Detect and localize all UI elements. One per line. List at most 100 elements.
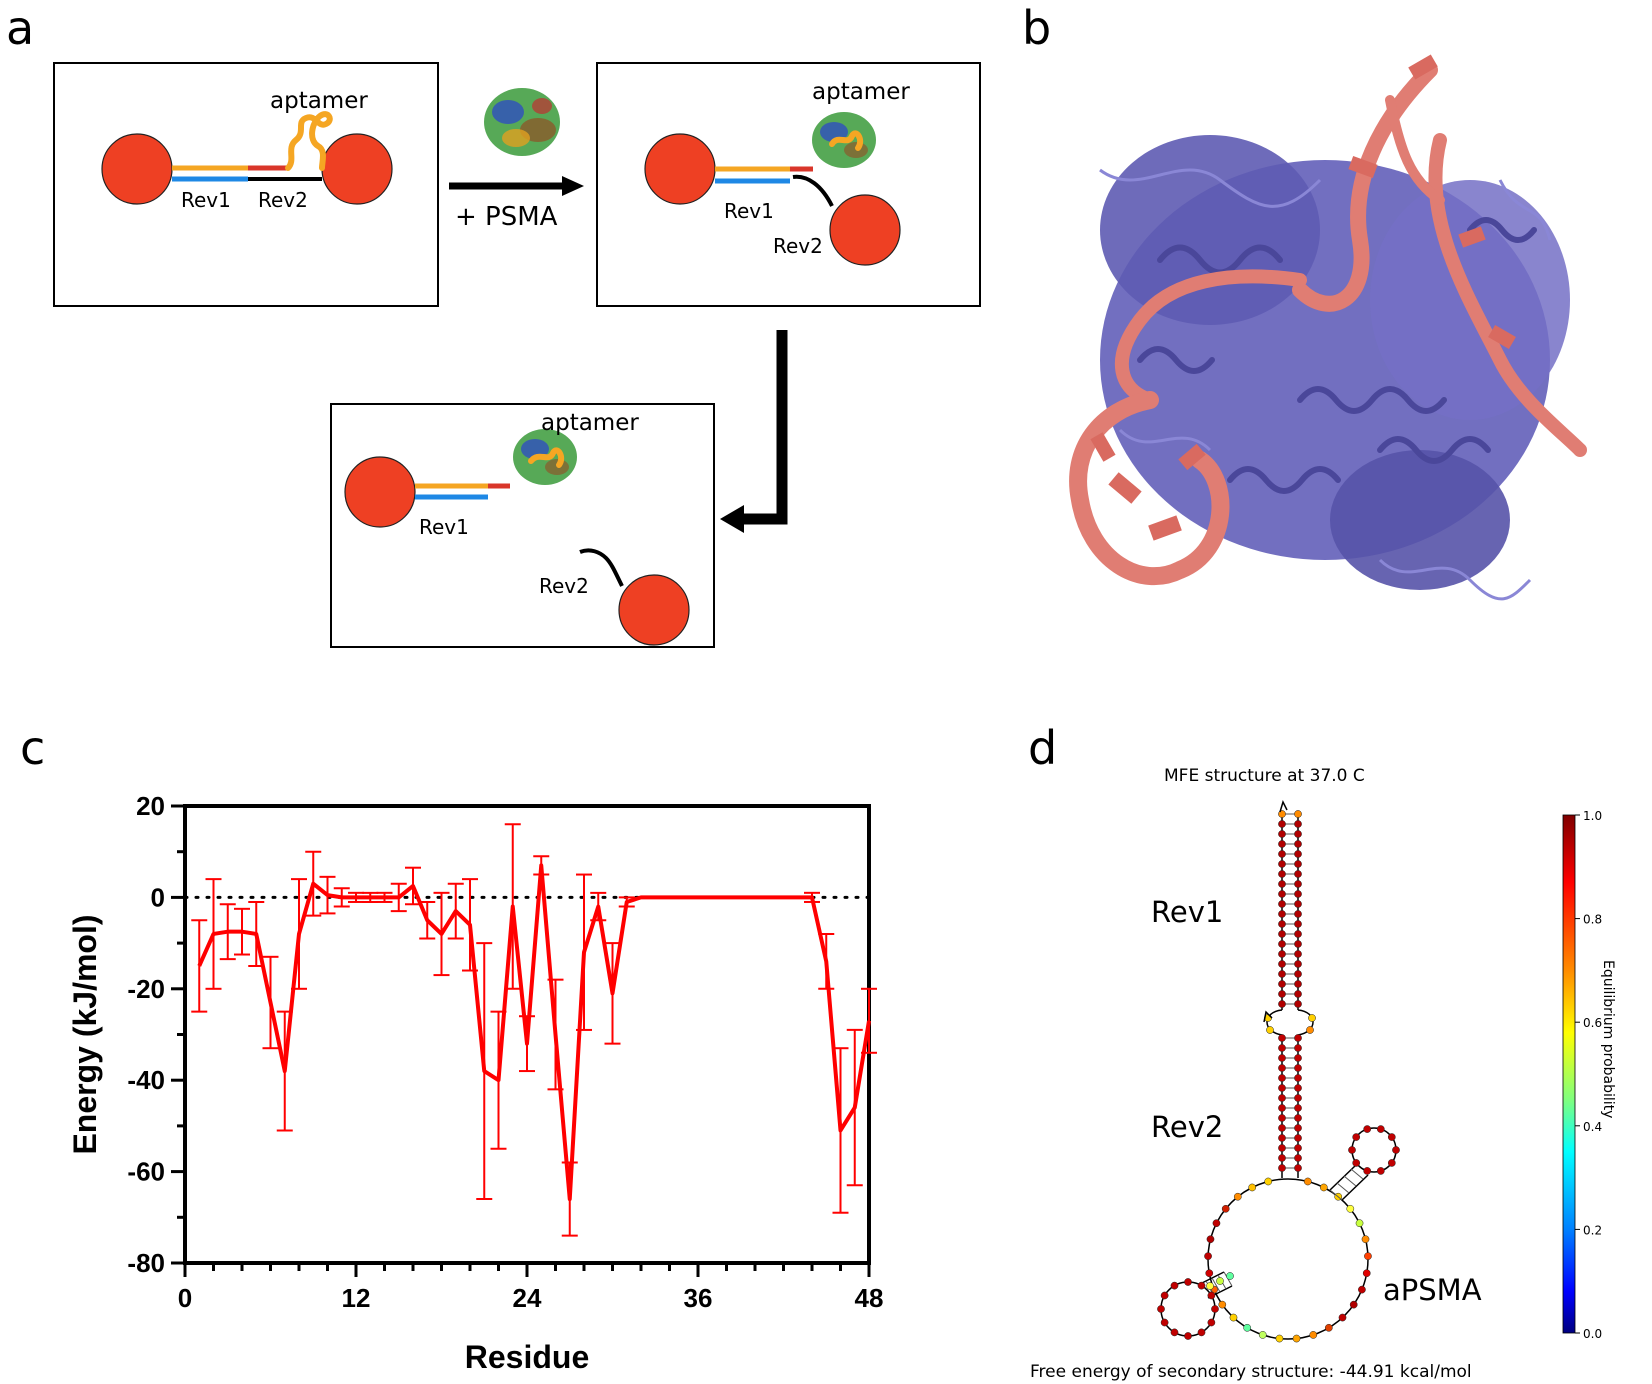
nucleotide: [1364, 1252, 1372, 1260]
nucleotide: [1363, 1167, 1372, 1175]
nucleotide: [1184, 1278, 1192, 1286]
nucleotide: [1294, 1104, 1302, 1112]
nucleotide: [1294, 870, 1302, 878]
nucleotide: [1294, 1034, 1302, 1042]
nucleotide: [1211, 1305, 1219, 1313]
nucleotide: [1278, 1144, 1286, 1152]
nucleotide: [1294, 810, 1302, 818]
nucleotide: [1170, 1281, 1179, 1290]
nucleotide: [1278, 810, 1286, 818]
rev2-label: Rev2: [773, 234, 823, 258]
panel-a-box-bound: aptamer Rev1 Rev2: [596, 62, 981, 307]
nucleotide: [1278, 850, 1286, 858]
bead-left: [101, 133, 173, 205]
nucleotide: [1278, 820, 1286, 828]
apsma-label: aPSMA: [1383, 1273, 1482, 1307]
y-tick-label: 20: [136, 791, 165, 821]
panel-b: b: [1022, 1, 1587, 601]
nucleotide: [1361, 1235, 1370, 1244]
protein-loops: [1099, 168, 1552, 601]
colorbar-tick-label: 0.2: [1583, 1223, 1602, 1237]
nucleotide: [1278, 1084, 1286, 1092]
nucleotide: [1212, 1219, 1221, 1228]
panel-c: c 0 12 24 36 48 20 0 -20 -40 -60 -80 Residue Energy …: [20, 721, 883, 1375]
nucleotide: [1294, 1134, 1302, 1142]
nucleotide: [1205, 1269, 1214, 1278]
nucleotide: [1392, 1146, 1400, 1154]
colorbar-gradient: [1562, 814, 1576, 1334]
colorbar: 1.0 0.8 0.6 0.4 0.2 0.0 Equilibrium probabili…: [1562, 809, 1616, 1341]
nucleotide: [1170, 1328, 1179, 1337]
nucleotide: [1160, 1291, 1169, 1300]
nucleotide: [1157, 1305, 1165, 1313]
aptamer-label: aptamer: [541, 410, 639, 436]
nucleotide: [1308, 1014, 1316, 1022]
y-axis-title: Energy (kJ/mol): [67, 914, 103, 1154]
nucleotide: [1278, 950, 1286, 958]
nucleotide: [1303, 1177, 1312, 1186]
energy-series-line: [197, 863, 871, 1202]
nucleotide: [1376, 1125, 1385, 1133]
nucleotide: [1294, 1054, 1302, 1062]
nucleotide: [1294, 880, 1302, 888]
free-energy-footer: Free energy of secondary structure: -44.…: [1030, 1362, 1472, 1382]
nucleotide: [1294, 910, 1302, 918]
nucleotide: [1278, 1044, 1286, 1052]
nucleotide: [1278, 880, 1286, 888]
x-tick-label: 0: [178, 1283, 192, 1313]
nucleotide: [1292, 1334, 1301, 1343]
aptamer-label: aptamer: [270, 88, 368, 114]
panel-d: d MFE structure at 37.0 C Rev1 Rev2 aPSM…: [1028, 721, 1616, 1382]
nucleotide: [1197, 1281, 1206, 1290]
nucleotide: [1294, 970, 1302, 978]
nucleotide: [1294, 840, 1302, 848]
aptamer-ribbon: [1069, 62, 1587, 586]
nucleotide: [1278, 900, 1286, 908]
colorbar-tick-label: 1.0: [1583, 809, 1602, 823]
nucleotide: [1206, 1282, 1214, 1290]
nucleotide: [1387, 1133, 1396, 1141]
x-tick-label: 12: [342, 1283, 371, 1313]
nucleotide: [1258, 1331, 1267, 1339]
nucleotide: [1294, 1154, 1302, 1162]
y-tick-label: 0: [151, 882, 165, 912]
nucleotide: [1294, 940, 1302, 948]
protein-aptamer-structure: [1069, 54, 1587, 601]
nucleotide: [1294, 1164, 1302, 1172]
nucleotide: [1278, 910, 1286, 918]
nucleotide: [1278, 1074, 1286, 1082]
nucleotide: [1294, 1000, 1302, 1008]
panel-d-letter: d: [1028, 721, 1057, 775]
nucleotide: [1221, 1204, 1230, 1213]
nucleotide: [1218, 1300, 1227, 1309]
nucleotide: [1294, 960, 1302, 968]
psma-protein-icon: [484, 88, 560, 156]
nucleotide: [1278, 1114, 1286, 1122]
nucleotide: [1306, 1026, 1314, 1034]
nucleotide: [1278, 890, 1286, 898]
nucleotide: [1204, 1252, 1212, 1260]
panel-a-box-initial: aptamer Rev1 Rev2: [53, 62, 439, 307]
panel-c-letter: c: [20, 721, 45, 775]
nucleotide: [1278, 1064, 1286, 1072]
nucleotide: [1216, 1277, 1224, 1285]
colorbar-tick-label: 0.8: [1583, 913, 1602, 927]
nucleotide: [1376, 1167, 1385, 1175]
nucleotide: [1294, 890, 1302, 898]
bead-right: [321, 133, 393, 205]
nucleotide: [1278, 830, 1286, 838]
nucleotide: [1278, 990, 1286, 998]
rev1-label: Rev1: [724, 199, 774, 223]
nucleotide: [1355, 1219, 1364, 1228]
rev1-label: Rev1: [181, 188, 231, 212]
nucleotide: [1278, 920, 1286, 928]
rev2-strand: [579, 548, 624, 587]
rev2-label: Rev2: [539, 574, 589, 598]
nucleotide: [1278, 1164, 1286, 1172]
nucleotide: [1324, 1323, 1333, 1332]
nucleotide: [1294, 990, 1302, 998]
nucleotide: [1278, 840, 1286, 848]
aptamer-coil: [285, 111, 333, 171]
nucleotide: [1264, 1177, 1273, 1186]
